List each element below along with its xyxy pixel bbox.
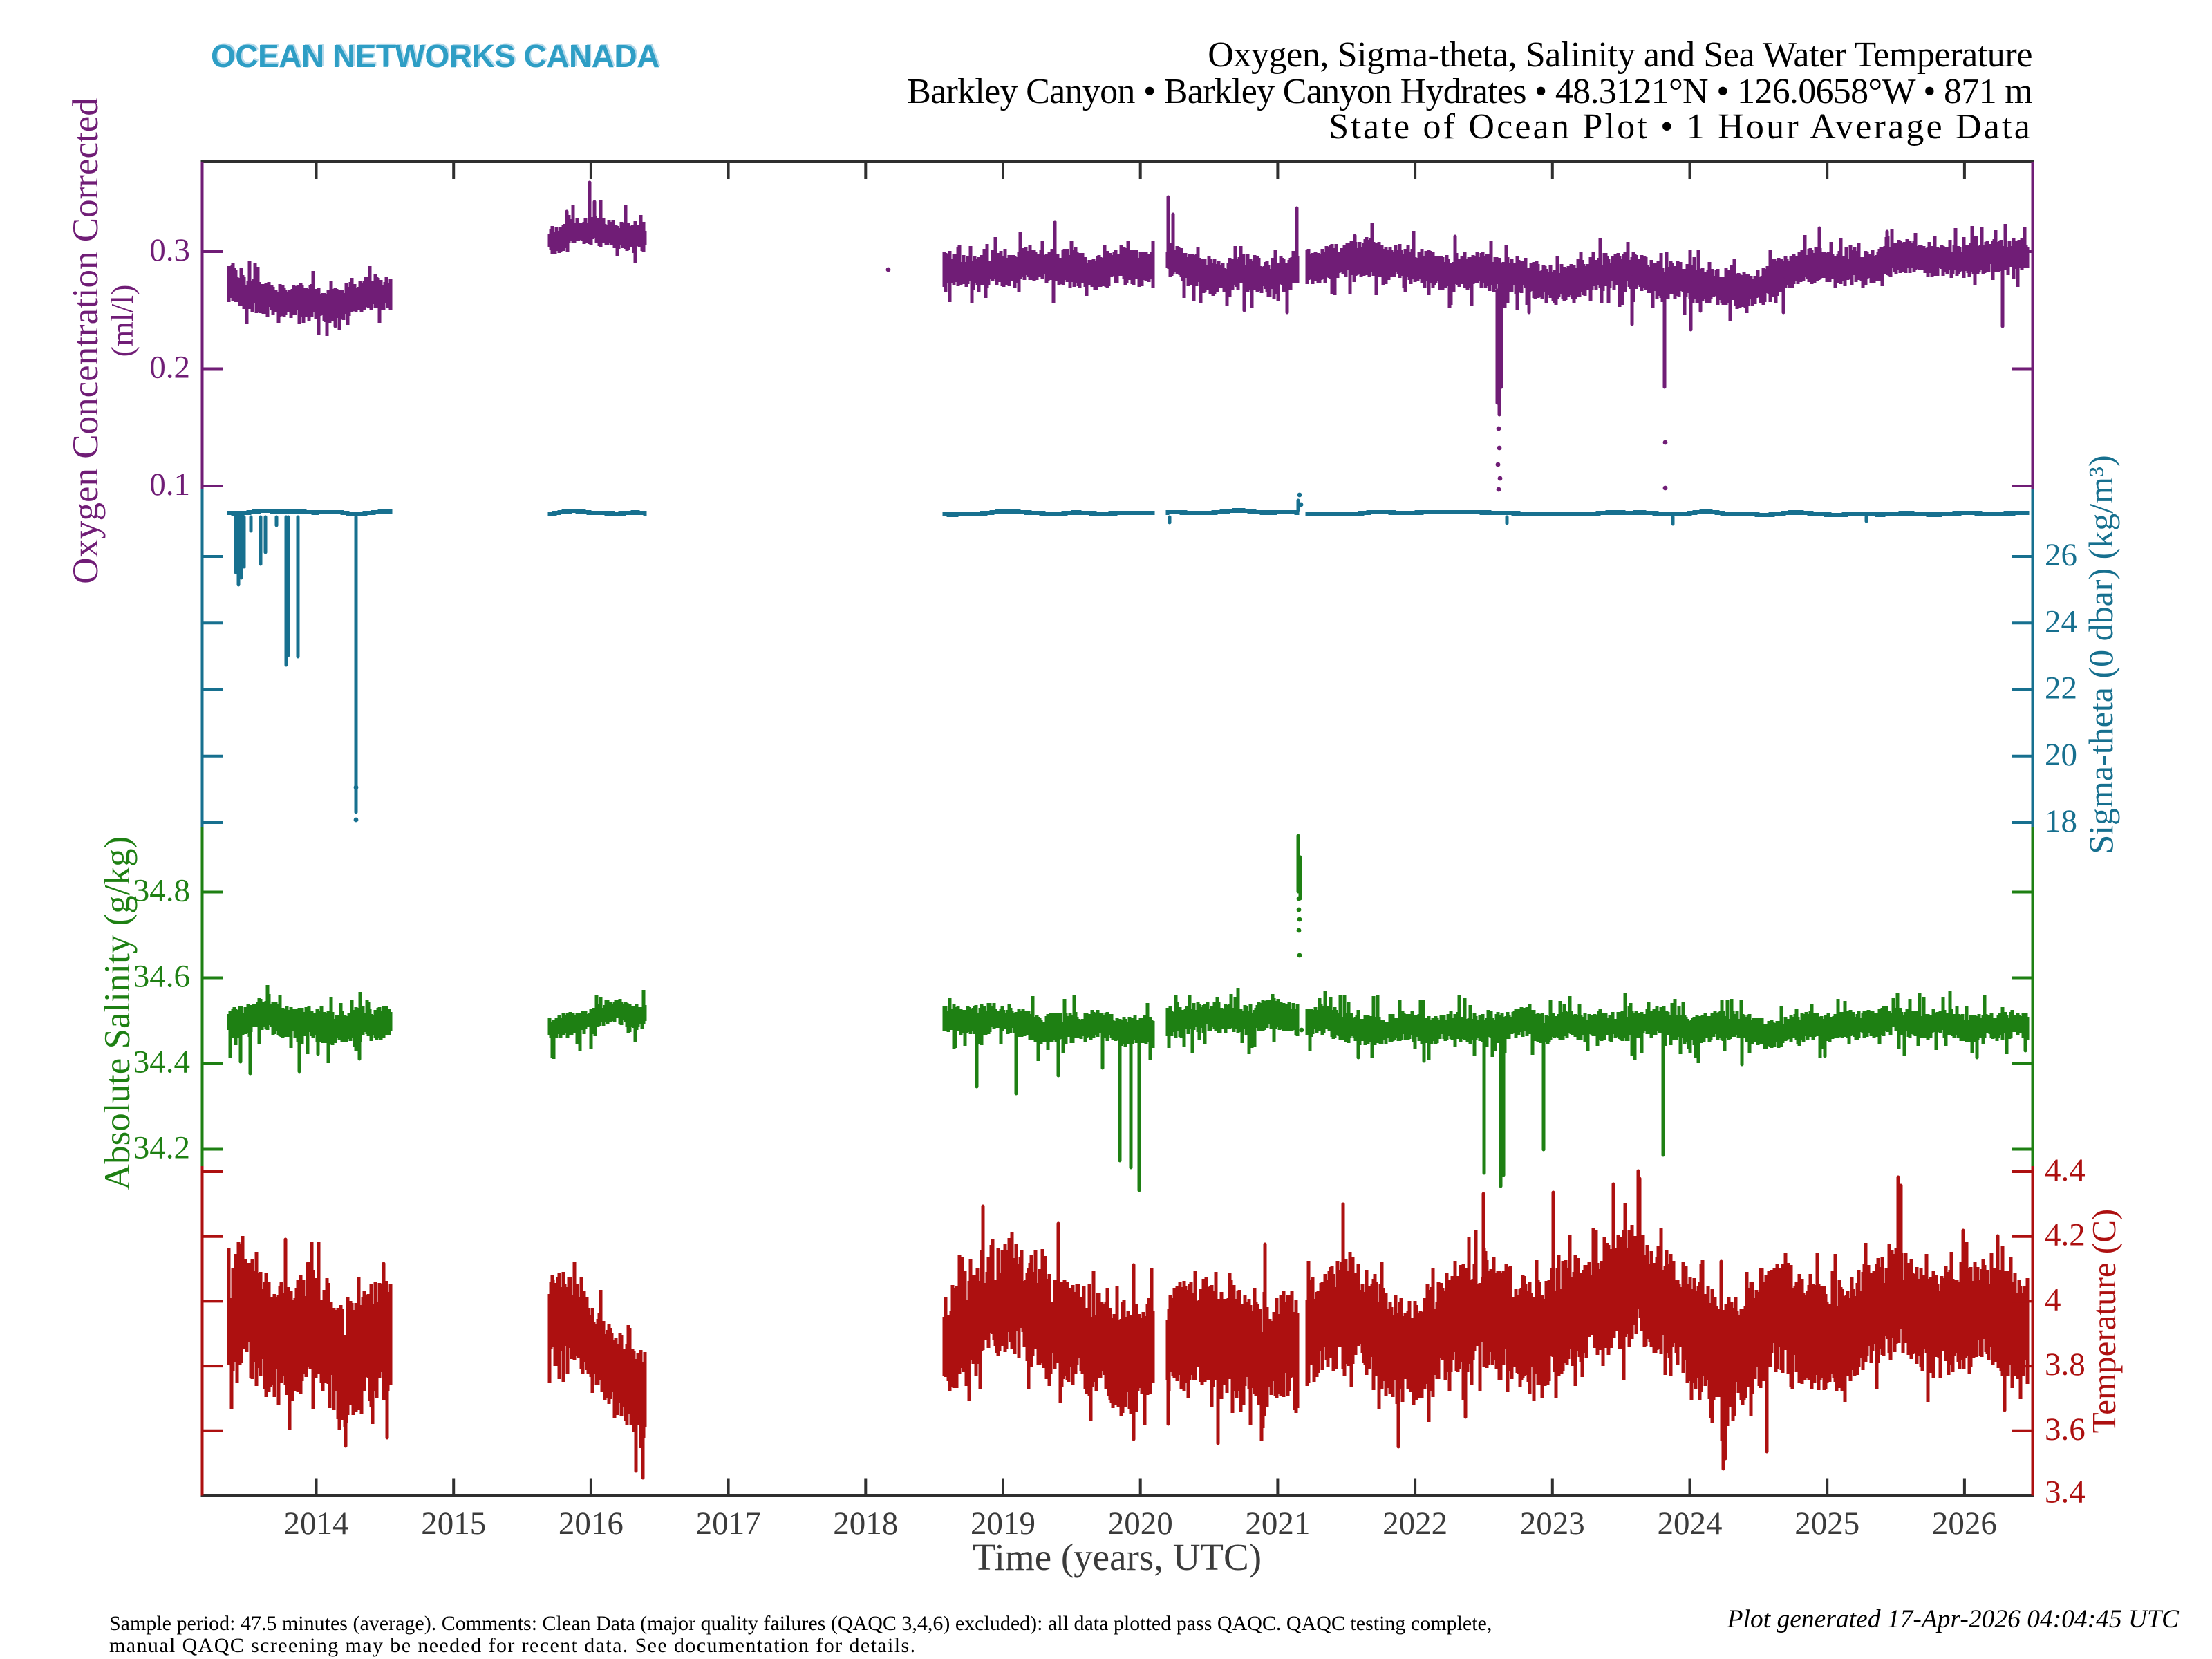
svg-text:Sigma-theta (0 dbar) (kg/m³): Sigma-theta (0 dbar) (kg/m³) — [2081, 455, 2120, 854]
svg-text:34.6: 34.6 — [133, 959, 190, 995]
svg-text:(ml/l): (ml/l) — [104, 285, 140, 357]
svg-text:20: 20 — [2045, 737, 2077, 773]
svg-text:26: 26 — [2045, 537, 2077, 573]
svg-text:2024: 2024 — [1658, 1506, 1723, 1541]
svg-text:2026: 2026 — [1932, 1506, 1997, 1541]
svg-text:2023: 2023 — [1520, 1506, 1585, 1541]
svg-text:Plot generated 17-Apr-2026 04:: Plot generated 17-Apr-2026 04:04:45 UTC — [1727, 1605, 2180, 1633]
svg-text:2021: 2021 — [1245, 1506, 1310, 1541]
svg-text:Sample period: 47.5 minutes (a: Sample period: 47.5 minutes (average). C… — [109, 1612, 1492, 1635]
svg-text:Oxygen Concentration Corrected: Oxygen Concentration Corrected — [66, 97, 106, 584]
svg-text:2018: 2018 — [833, 1506, 898, 1541]
svg-text:4.4: 4.4 — [2045, 1152, 2086, 1188]
svg-text:2019: 2019 — [971, 1506, 1035, 1541]
svg-text:4: 4 — [2045, 1282, 2061, 1318]
svg-text:2020: 2020 — [1108, 1506, 1173, 1541]
svg-text:2016: 2016 — [559, 1506, 624, 1541]
svg-text:2022: 2022 — [1382, 1506, 1447, 1541]
svg-text:Temperature (C): Temperature (C) — [2085, 1209, 2123, 1433]
svg-text:18: 18 — [2045, 803, 2077, 839]
svg-text:manual QAQC screening may be n: manual QAQC screening may be needed for … — [109, 1634, 916, 1657]
svg-text:Absolute Salinity (g/kg): Absolute Salinity (g/kg) — [97, 836, 138, 1190]
svg-text:2015: 2015 — [421, 1506, 486, 1541]
svg-text:34.2: 34.2 — [133, 1130, 190, 1166]
svg-text:0.1: 0.1 — [149, 467, 190, 503]
svg-text:3.4: 3.4 — [2045, 1474, 2086, 1510]
svg-text:Barkley Canyon • Barkley Canyo: Barkley Canyon • Barkley Canyon Hydrates… — [907, 72, 2032, 111]
svg-text:OCEAN NETWORKS CANADA: OCEAN NETWORKS CANADA — [212, 37, 661, 73]
svg-text:4.2: 4.2 — [2045, 1217, 2086, 1253]
svg-text:0.3: 0.3 — [149, 232, 190, 268]
svg-text:24: 24 — [2045, 603, 2077, 639]
svg-text:22: 22 — [2045, 671, 2077, 706]
svg-text:34.8: 34.8 — [133, 873, 190, 909]
svg-text:2014: 2014 — [284, 1506, 349, 1541]
svg-text:0.2: 0.2 — [149, 350, 190, 386]
svg-text:3.6: 3.6 — [2045, 1412, 2086, 1447]
svg-text:OCEAN NETWORKS CANADA: OCEAN NETWORKS CANADA — [211, 38, 659, 74]
svg-text:2025: 2025 — [1794, 1506, 1859, 1541]
svg-text:Oxygen, Sigma-theta, Salinity: Oxygen, Sigma-theta, Salinity and Sea Wa… — [1208, 35, 2032, 75]
svg-text:State of Ocean Plot • 1 Hour A: State of Ocean Plot • 1 Hour Average Dat… — [1329, 107, 2032, 147]
svg-text:Time (years, UTC): Time (years, UTC) — [973, 1536, 1262, 1578]
svg-text:3.8: 3.8 — [2045, 1347, 2086, 1382]
svg-text:2017: 2017 — [696, 1506, 761, 1541]
svg-text:34.4: 34.4 — [133, 1044, 190, 1080]
